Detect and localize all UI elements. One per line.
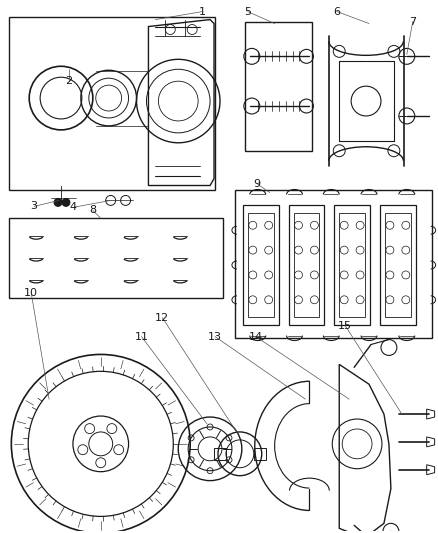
Text: 10: 10 [24, 288, 38, 298]
Bar [9, 219, 223, 298]
Text: 1: 1 [198, 6, 205, 17]
Bar [9, 17, 215, 190]
Bar [214, 448, 226, 460]
Bar [339, 213, 365, 317]
Bar [289, 205, 324, 325]
Bar [293, 213, 319, 317]
Bar [245, 21, 312, 151]
Bar [235, 190, 431, 337]
Circle shape [54, 198, 62, 206]
Text: 9: 9 [253, 179, 260, 189]
Circle shape [62, 198, 70, 206]
Text: 13: 13 [208, 332, 222, 342]
Bar [254, 448, 266, 460]
Text: 14: 14 [249, 332, 263, 342]
Text: 4: 4 [69, 203, 77, 212]
Bar [334, 205, 370, 325]
Bar [385, 213, 411, 317]
Text: 7: 7 [409, 17, 417, 27]
Text: 5: 5 [244, 6, 251, 17]
Text: 3: 3 [31, 201, 38, 212]
Text: 6: 6 [334, 6, 341, 17]
Text: 8: 8 [89, 205, 96, 215]
Text: 15: 15 [338, 321, 352, 330]
Text: 11: 11 [134, 332, 148, 342]
Text: 2: 2 [65, 76, 73, 86]
Bar [248, 213, 274, 317]
Text: 12: 12 [155, 313, 170, 322]
Bar [380, 205, 416, 325]
Bar [243, 205, 279, 325]
